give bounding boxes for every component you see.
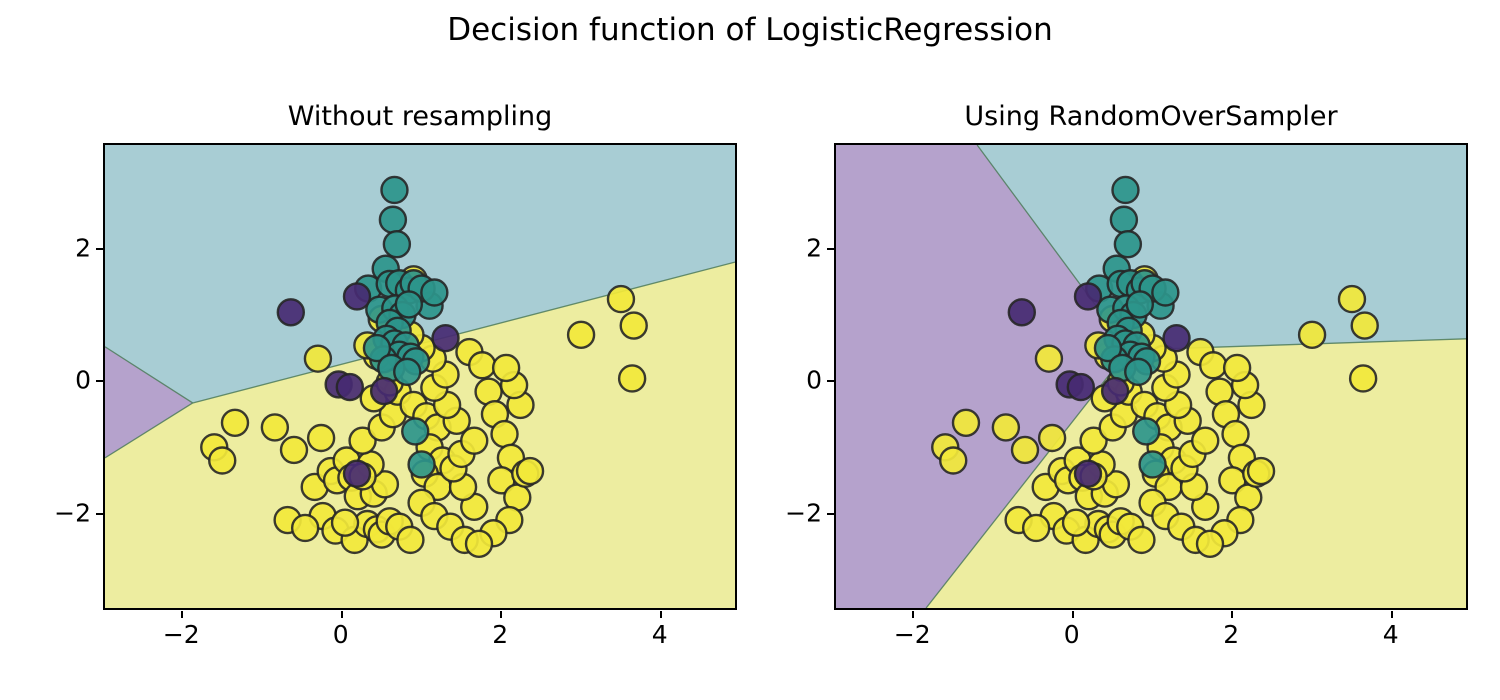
x-tick-label: 4 <box>651 620 668 649</box>
axes-right[interactable] <box>834 143 1468 610</box>
decision-regions-right <box>836 145 1466 608</box>
y-tick-mark <box>827 512 834 515</box>
x-tick-mark <box>500 611 503 618</box>
x-tick-label: 0 <box>332 620 349 649</box>
x-tick-mark <box>912 611 915 618</box>
x-tick-mark <box>659 611 662 618</box>
x-tick-mark <box>1390 611 1393 618</box>
y-tick-mark <box>827 248 834 251</box>
x-tick-label: 0 <box>1063 620 1080 649</box>
y-tick-mark <box>96 380 103 383</box>
x-tick-mark <box>181 611 184 618</box>
figure-title: Decision function of LogisticRegression <box>447 12 1053 48</box>
subplot-right-title: Using RandomOverSampler <box>964 101 1338 132</box>
x-tick-mark <box>1071 611 1074 618</box>
x-tick-mark <box>1231 611 1234 618</box>
y-tick-mark <box>96 512 103 515</box>
subplot-using-randomoversampler: Using RandomOverSampler −2 0 2 4 −2 0 2 <box>785 101 1468 649</box>
y-tick-label: 2 <box>75 233 91 263</box>
y-tick-mark <box>827 380 834 383</box>
x-tick-label: −2 <box>162 620 200 649</box>
y-tick-label: 0 <box>806 365 822 395</box>
subplot-without-resampling: Without resampling −2 0 2 4 −2 0 2 <box>54 101 737 649</box>
y-tick-label: 0 <box>75 365 91 395</box>
axes-left[interactable] <box>103 143 737 610</box>
x-tick-label: 4 <box>1382 620 1399 649</box>
y-tick-label: 2 <box>806 233 822 263</box>
x-tick-mark <box>340 611 343 618</box>
y-tick-mark <box>96 248 103 251</box>
y-tick-label: −2 <box>785 498 822 528</box>
y-tick-label: −2 <box>54 498 91 528</box>
subplot-left-title: Without resampling <box>287 101 553 132</box>
decision-regions-left <box>105 145 735 608</box>
x-tick-label: −2 <box>893 620 931 649</box>
x-tick-label: 2 <box>1223 620 1240 649</box>
x-tick-label: 2 <box>492 620 509 649</box>
